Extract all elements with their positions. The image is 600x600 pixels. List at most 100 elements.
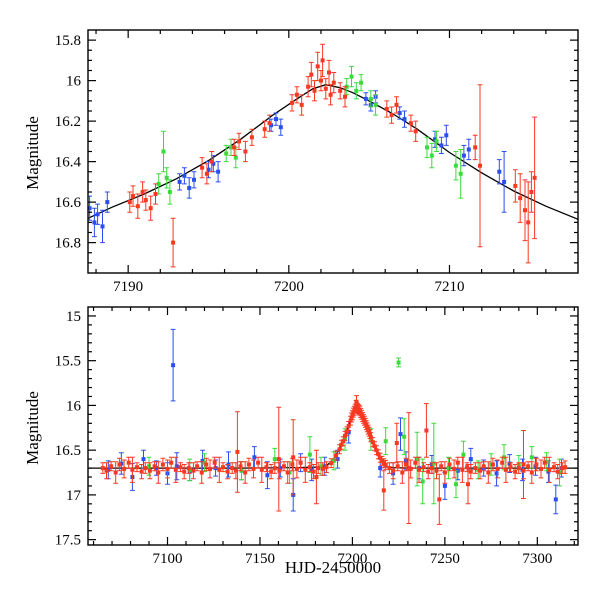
data-point [473, 466, 478, 471]
data-point [333, 453, 338, 458]
y-tick-label: 16.6 [55, 195, 82, 211]
data-point [433, 137, 437, 142]
data-point [523, 208, 527, 213]
data-point [384, 107, 389, 111]
data-point [113, 470, 118, 475]
data-point [265, 473, 270, 478]
data-point [494, 471, 499, 476]
data-point [182, 173, 187, 178]
data-point [402, 434, 407, 439]
top-panel: 7190 7200 7210 15.8 16 16.2 16.4 16.6 16.8 [55, 29, 579, 295]
data-point [276, 457, 281, 462]
data-point [328, 92, 333, 97]
data-point [243, 470, 248, 475]
data-point [446, 466, 451, 471]
data-point [329, 461, 334, 466]
data-point [230, 466, 235, 471]
data-point [400, 470, 405, 475]
data-point [406, 466, 411, 471]
data-point [274, 117, 278, 122]
data-point [143, 466, 148, 471]
data-point [211, 161, 216, 166]
data-point [127, 200, 132, 205]
data-point [429, 153, 434, 158]
data-point [502, 179, 507, 184]
data-point [252, 455, 257, 460]
data-point [135, 204, 140, 209]
data-point [290, 100, 294, 105]
data-point [335, 457, 340, 462]
data-point [396, 360, 401, 365]
data-point [140, 190, 145, 194]
data-point [282, 464, 286, 469]
data-point [478, 163, 482, 168]
data-point [468, 457, 473, 462]
data-point [156, 181, 161, 186]
data-point [516, 466, 521, 471]
data-point [363, 96, 368, 101]
data-point [439, 464, 444, 469]
ticks [88, 30, 578, 273]
data-point [439, 143, 444, 148]
y-tick-label: 16.2 [55, 114, 81, 130]
data-point [378, 455, 383, 460]
data-point [486, 470, 491, 475]
x-axis-label: HJD-2450000 [284, 558, 382, 577]
data-point [204, 462, 209, 467]
data-point [560, 466, 565, 471]
data-point [278, 466, 283, 471]
data-point [306, 84, 311, 89]
data-point [468, 469, 473, 474]
data-point [534, 462, 539, 467]
data-point [539, 466, 543, 471]
data-point [182, 469, 187, 474]
data-point [294, 466, 299, 471]
data-point [442, 483, 447, 488]
data-point [312, 88, 317, 93]
data-point [526, 464, 531, 469]
data-point [104, 468, 109, 473]
ticks [88, 307, 578, 545]
data-point [298, 460, 303, 465]
data-point [100, 466, 105, 471]
data-point [109, 464, 114, 469]
data-point [208, 466, 212, 471]
data-point [381, 488, 386, 493]
x-tick-label: 7200 [337, 551, 367, 567]
x-tick-label: 7210 [434, 279, 464, 295]
data-point [404, 462, 408, 467]
series-green [156, 65, 464, 205]
data-point [238, 464, 243, 469]
data-point [473, 145, 478, 150]
data-point [341, 439, 346, 444]
data-point [466, 482, 470, 487]
y-tick-label: 15 [66, 309, 81, 325]
data-point [391, 468, 396, 473]
data-point [383, 439, 388, 444]
data-point [555, 469, 560, 474]
data-point [178, 465, 183, 470]
data-point [331, 458, 336, 463]
data-point [105, 200, 110, 205]
data-point [331, 80, 336, 85]
data-point [191, 468, 196, 473]
x-tick-label: 7100 [153, 551, 183, 567]
data-point [434, 468, 439, 473]
x-tick-label: 7250 [430, 551, 460, 567]
data-point [319, 464, 323, 469]
data-point [348, 418, 353, 423]
data-point [420, 479, 425, 484]
data-point [307, 452, 312, 457]
data-point [437, 497, 442, 502]
data-point [152, 464, 157, 469]
data-point [518, 196, 523, 201]
data-point [148, 206, 153, 211]
data-point [285, 470, 290, 475]
data-point [397, 111, 402, 115]
model-curve [88, 84, 578, 220]
y-tick-label: 15.5 [55, 354, 81, 370]
data-point [323, 86, 328, 91]
data-point [206, 167, 211, 172]
data-point [200, 165, 205, 170]
